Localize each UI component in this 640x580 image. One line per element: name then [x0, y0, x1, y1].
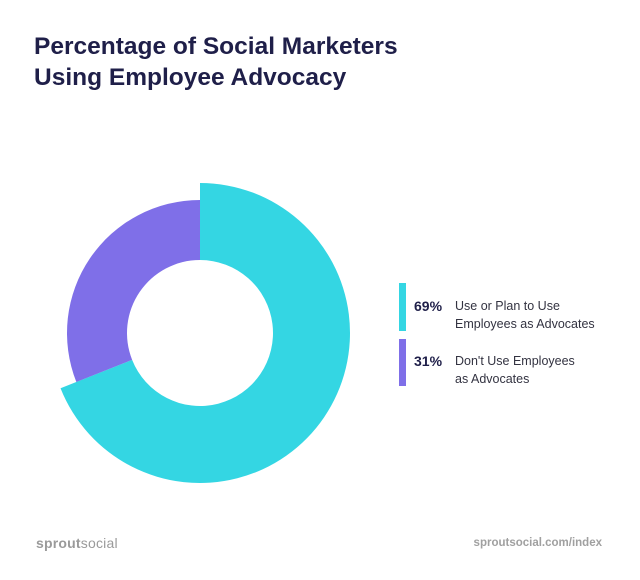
legend-label-dont-use-line-2: as Advocates [455, 372, 530, 386]
legend-color-bar-dont-use [399, 339, 406, 386]
legend-color-bar-use [399, 283, 406, 331]
logo-text-sprout: sprout [36, 535, 81, 551]
legend-label-use-line-1: Use or Plan to Use [455, 299, 560, 313]
legend-label-dont-use: Don't Use Employees as Advocates [455, 352, 640, 388]
legend-label-use-line-2: Employees as Advocates [455, 317, 595, 331]
donut-slice-dont-use [66, 200, 200, 382]
legend-label-use: Use or Plan to Use Employees as Advocate… [455, 297, 640, 333]
source-url: sproutsocial.com/index [473, 537, 602, 549]
chart-title-line-1: Percentage of Social Marketers [34, 33, 398, 60]
donut-slice-use [60, 183, 350, 483]
logo-text-social: social [80, 535, 118, 551]
sprout-social-logo: sproutsocial [36, 535, 118, 551]
chart-title: Percentage of Social Marketers Using Emp… [34, 31, 398, 93]
chart-title-line-2: Using Employee Advocacy [34, 64, 347, 91]
legend-percent-dont-use: 31% [414, 353, 443, 369]
legend-label-dont-use-line-1: Don't Use Employees [455, 354, 575, 368]
legend-percent-use: 69% [414, 298, 443, 314]
